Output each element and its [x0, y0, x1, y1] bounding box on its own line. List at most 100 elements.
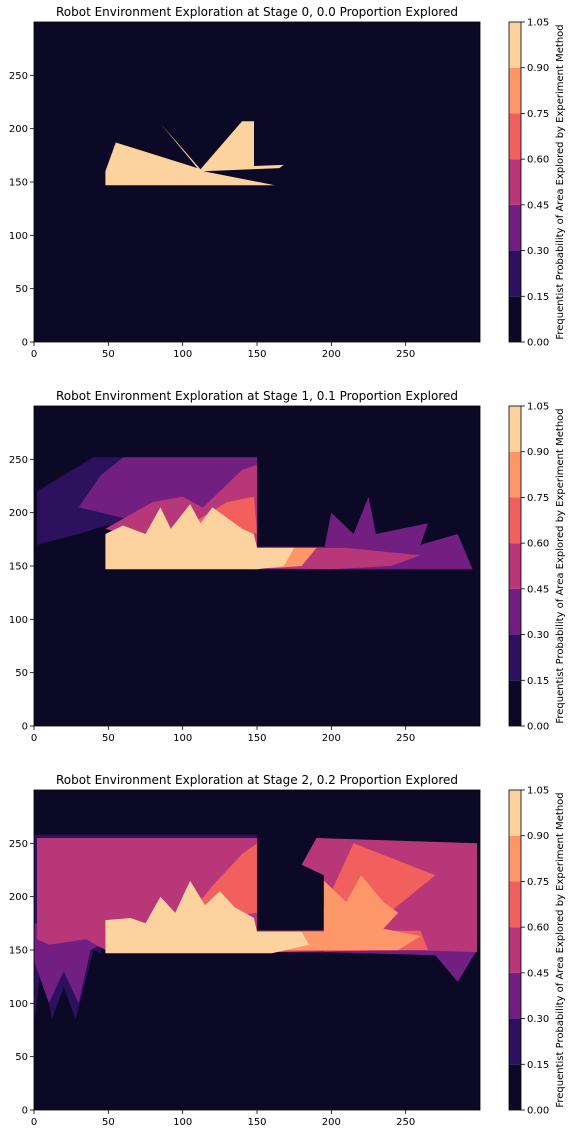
x-tick-label: 250: [396, 733, 415, 744]
x-tick-label: 250: [396, 1117, 415, 1128]
colorbar-band: [509, 927, 521, 973]
colorbar-band: [509, 67, 521, 114]
y-tick-label: 200: [9, 892, 28, 903]
colorbar-band: [509, 634, 521, 681]
colorbar-tick-label: 0.15: [527, 1060, 549, 1071]
x-tick-label: 250: [396, 349, 415, 360]
colorbar-label: Frequentist Probability of Area Explored…: [555, 408, 566, 723]
colorbar-frame: [508, 789, 522, 1111]
y-tick-label: 50: [15, 668, 28, 679]
y-tick-label: 250: [9, 71, 28, 82]
x-tick-label: 200: [322, 1117, 341, 1128]
colorbar-tick-label: 0.15: [527, 292, 549, 303]
y-tick-label: 100: [9, 615, 28, 626]
colorbar-band: [509, 680, 521, 726]
colorbar-band: [509, 250, 521, 297]
colorbar-band: [509, 835, 521, 882]
chart-title: Robot Environment Exploration at Stage 2…: [56, 773, 458, 787]
y-tick-label: 100: [9, 231, 28, 242]
heatmap-region: [105, 121, 284, 186]
colorbar-tick-label: 1.05: [527, 18, 549, 29]
colorbar-tick-label: 0.75: [527, 877, 549, 888]
y-tick-label: 150: [9, 562, 28, 573]
y-tick-label: 100: [9, 999, 28, 1010]
y-tick-label: 200: [9, 508, 28, 519]
heatmap-regions: [37, 457, 473, 570]
chart-panel-2: Robot Environment Exploration at Stage 2…: [9, 773, 566, 1128]
x-tick-label: 50: [102, 349, 115, 360]
colorbar-frame: [508, 405, 522, 727]
colorbar-band: [509, 497, 521, 544]
colorbar-tick-label: 0.90: [527, 63, 549, 74]
colorbar-tick-label: 0.60: [527, 923, 549, 934]
colorbar-tick-label: 0.45: [527, 968, 549, 979]
colorbar-tick-label: 0.30: [527, 246, 549, 257]
colorbar-tick-label: 0.30: [527, 1014, 549, 1025]
colorbar-tick-label: 0.90: [527, 447, 549, 458]
colorbar-band: [509, 790, 521, 836]
colorbar-band: [509, 1018, 521, 1065]
chart-panel-0: Robot Environment Exploration at Stage 0…: [9, 5, 566, 360]
colorbar-tick-label: 0.15: [527, 676, 549, 687]
x-tick-label: 100: [173, 1117, 192, 1128]
colorbar-label: Frequentist Probability of Area Explored…: [555, 24, 566, 339]
colorbar-frame: [508, 21, 522, 343]
x-tick-label: 150: [247, 1117, 266, 1128]
colorbar-tick-label: 0.60: [527, 155, 549, 166]
y-tick-label: 50: [15, 1052, 28, 1063]
y-tick-label: 50: [15, 284, 28, 295]
heatmap-region: [105, 880, 310, 954]
colorbar-label: Frequentist Probability of Area Explored…: [555, 792, 566, 1107]
colorbar-tick-label: 0.00: [527, 338, 549, 349]
y-tick-label: 150: [9, 178, 28, 189]
x-tick-label: 50: [102, 733, 115, 744]
x-tick-label: 0: [31, 349, 37, 360]
y-tick-label: 0: [22, 722, 28, 733]
x-tick-label: 200: [322, 733, 341, 744]
colorbar-tick-label: 0.00: [527, 1106, 549, 1117]
colorbar-band: [509, 881, 521, 928]
colorbar-band: [509, 296, 521, 342]
colorbar-band: [509, 113, 521, 160]
colorbar-band: [509, 159, 521, 205]
colorbar-band: [509, 451, 521, 498]
y-tick-label: 150: [9, 946, 28, 957]
x-tick-label: 0: [31, 1117, 37, 1128]
x-tick-label: 50: [102, 1117, 115, 1128]
colorbar-tick-label: 1.05: [527, 402, 549, 413]
colorbar-band: [509, 972, 521, 1019]
y-tick-label: 250: [9, 455, 28, 466]
x-tick-label: 200: [322, 349, 341, 360]
colorbar-band: [509, 1064, 521, 1110]
y-tick-label: 250: [9, 839, 28, 850]
colorbar-tick-label: 1.05: [527, 786, 549, 797]
x-tick-label: 100: [173, 733, 192, 744]
y-tick-label: 200: [9, 124, 28, 135]
y-tick-label: 0: [22, 1106, 28, 1117]
chart-title: Robot Environment Exploration at Stage 1…: [56, 389, 458, 403]
chart-panel-1: Robot Environment Exploration at Stage 1…: [9, 389, 566, 744]
x-tick-label: 150: [247, 733, 266, 744]
colorbar-band: [509, 406, 521, 452]
colorbar-tick-label: 0.00: [527, 722, 549, 733]
x-tick-label: 100: [173, 349, 192, 360]
heatmap-region: [105, 504, 295, 570]
colorbar-band: [509, 588, 521, 635]
colorbar-tick-label: 0.75: [527, 493, 549, 504]
colorbar-tick-label: 0.30: [527, 630, 549, 641]
colorbar-tick-label: 0.90: [527, 831, 549, 842]
x-tick-label: 150: [247, 349, 266, 360]
heatmap-region: [257, 875, 421, 950]
heatmap-regions: [105, 121, 284, 186]
x-tick-label: 0: [31, 733, 37, 744]
colorbar-band: [509, 204, 521, 251]
colorbar-tick-label: 0.45: [527, 584, 549, 595]
chart-title: Robot Environment Exploration at Stage 0…: [56, 5, 458, 19]
heatmap-regions: [34, 834, 477, 1025]
colorbar-tick-label: 0.75: [527, 109, 549, 120]
colorbar-tick-label: 0.60: [527, 539, 549, 550]
colorbar-tick-label: 0.45: [527, 200, 549, 211]
colorbar-band: [509, 22, 521, 68]
colorbar-band: [509, 543, 521, 589]
